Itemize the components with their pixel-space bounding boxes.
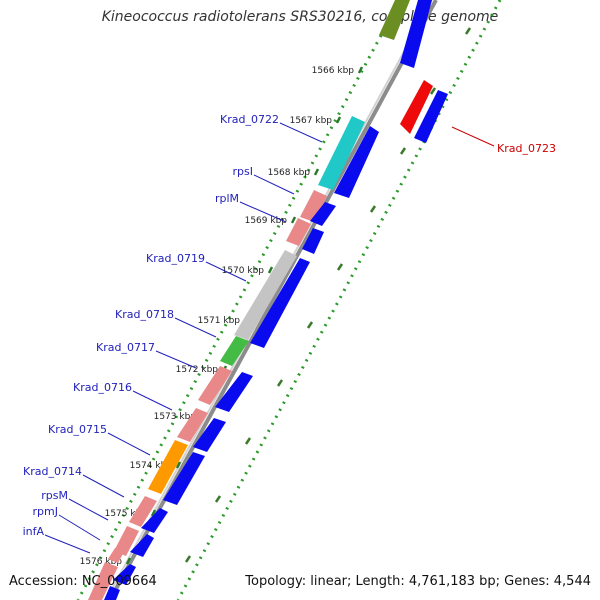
gene-krad-0723-blue xyxy=(414,90,448,143)
scale-tick-label: 1567 kbp xyxy=(290,116,333,126)
gene-krad-0719 xyxy=(234,250,297,340)
label-leader-line xyxy=(82,474,125,498)
left-dotted-track xyxy=(76,0,402,600)
gene-label[interactable]: rpsI xyxy=(233,165,253,178)
label-leader-line xyxy=(253,174,295,195)
gene-label[interactable]: Krad_0715 xyxy=(48,423,107,436)
scale-tick-label: 1566 kbp xyxy=(312,66,355,76)
label-leader-line xyxy=(58,514,101,541)
scale-tick xyxy=(125,557,132,565)
gene-label[interactable]: infA xyxy=(23,525,45,538)
right-gene-labels: Krad_0723 xyxy=(451,126,556,155)
gene-label[interactable]: Krad_0718 xyxy=(115,308,174,321)
scale-tick-label: 1568 kbp xyxy=(268,168,311,178)
scale-tick-label: 1574 kbp xyxy=(130,461,173,471)
accession-label: Accession: NC_009664 xyxy=(9,574,157,589)
scale-tick xyxy=(175,461,182,469)
scale-tick-label: 1571 kbp xyxy=(198,316,241,326)
gene-krad-0723-red xyxy=(400,80,433,134)
scale-tick-label: 1572 kbp xyxy=(176,365,219,375)
gene-label[interactable]: rpsM xyxy=(41,489,68,502)
genome-summary: Topology: linear; Length: 4,761,183 bp; … xyxy=(245,574,591,589)
gene-krad-0718 xyxy=(220,336,249,366)
gene-track-reverse xyxy=(400,80,448,143)
label-leader-line xyxy=(451,126,495,147)
label-leader-line xyxy=(205,261,247,282)
right-dotted-track xyxy=(176,0,502,600)
gene-krad-0715 xyxy=(148,440,188,494)
gene-label[interactable]: Krad_0716 xyxy=(73,381,132,394)
scale-tick xyxy=(267,266,274,274)
gene-label[interactable]: rplM xyxy=(215,192,239,205)
gene-rpsM xyxy=(114,526,139,556)
scale-tick-label: 1575 kbp xyxy=(105,509,148,519)
gene-label[interactable]: Krad_0714 xyxy=(23,465,82,478)
gene-label[interactable]: rpmJ xyxy=(33,505,58,518)
scale-tick xyxy=(357,66,364,74)
label-leader-line xyxy=(44,534,91,554)
gene-track-left xyxy=(88,0,410,600)
gene-rplM xyxy=(286,218,311,246)
gene-label[interactable]: Krad_0722 xyxy=(220,113,279,126)
gene-krad-0716 xyxy=(177,408,208,442)
gene-krad-0722 xyxy=(318,116,365,190)
label-leader-line xyxy=(155,350,197,369)
label-leader-line xyxy=(132,390,173,411)
gene-label[interactable]: Krad_0717 xyxy=(96,341,155,354)
gene-label[interactable]: Krad_0719 xyxy=(146,252,205,265)
gene-track-blue xyxy=(104,0,432,600)
gene-krad-0717 xyxy=(198,366,232,405)
gene-olive xyxy=(379,0,410,40)
label-leader-line xyxy=(239,201,287,223)
scale-tick xyxy=(150,509,157,517)
label-leader-line xyxy=(279,122,323,143)
scale-tick-label: 1570 kbp xyxy=(222,266,265,276)
gene-krad-0714 xyxy=(129,496,157,527)
scale-tick xyxy=(290,216,297,224)
label-leader-line xyxy=(68,498,109,521)
gene-rpsI xyxy=(300,190,327,222)
gene-rpmJ xyxy=(108,548,124,563)
scale-tick-label: 1573 kbp xyxy=(154,412,197,422)
left-gene-labels: Krad_0722 rpsI rplM Krad_0719 Krad_0718 Krad_… xyxy=(23,113,323,554)
scale-tick-label: 1576 kbp xyxy=(80,557,123,567)
label-leader-line xyxy=(107,432,151,456)
right-tick-marks xyxy=(184,27,472,563)
label-leader-line xyxy=(174,317,217,338)
scale-tick xyxy=(335,116,342,124)
gene-infA xyxy=(88,562,118,600)
scale-tick xyxy=(313,168,320,176)
scale-tick-label: 1569 kbp xyxy=(245,216,288,226)
gene-label[interactable]: Krad_0723 xyxy=(497,142,556,155)
